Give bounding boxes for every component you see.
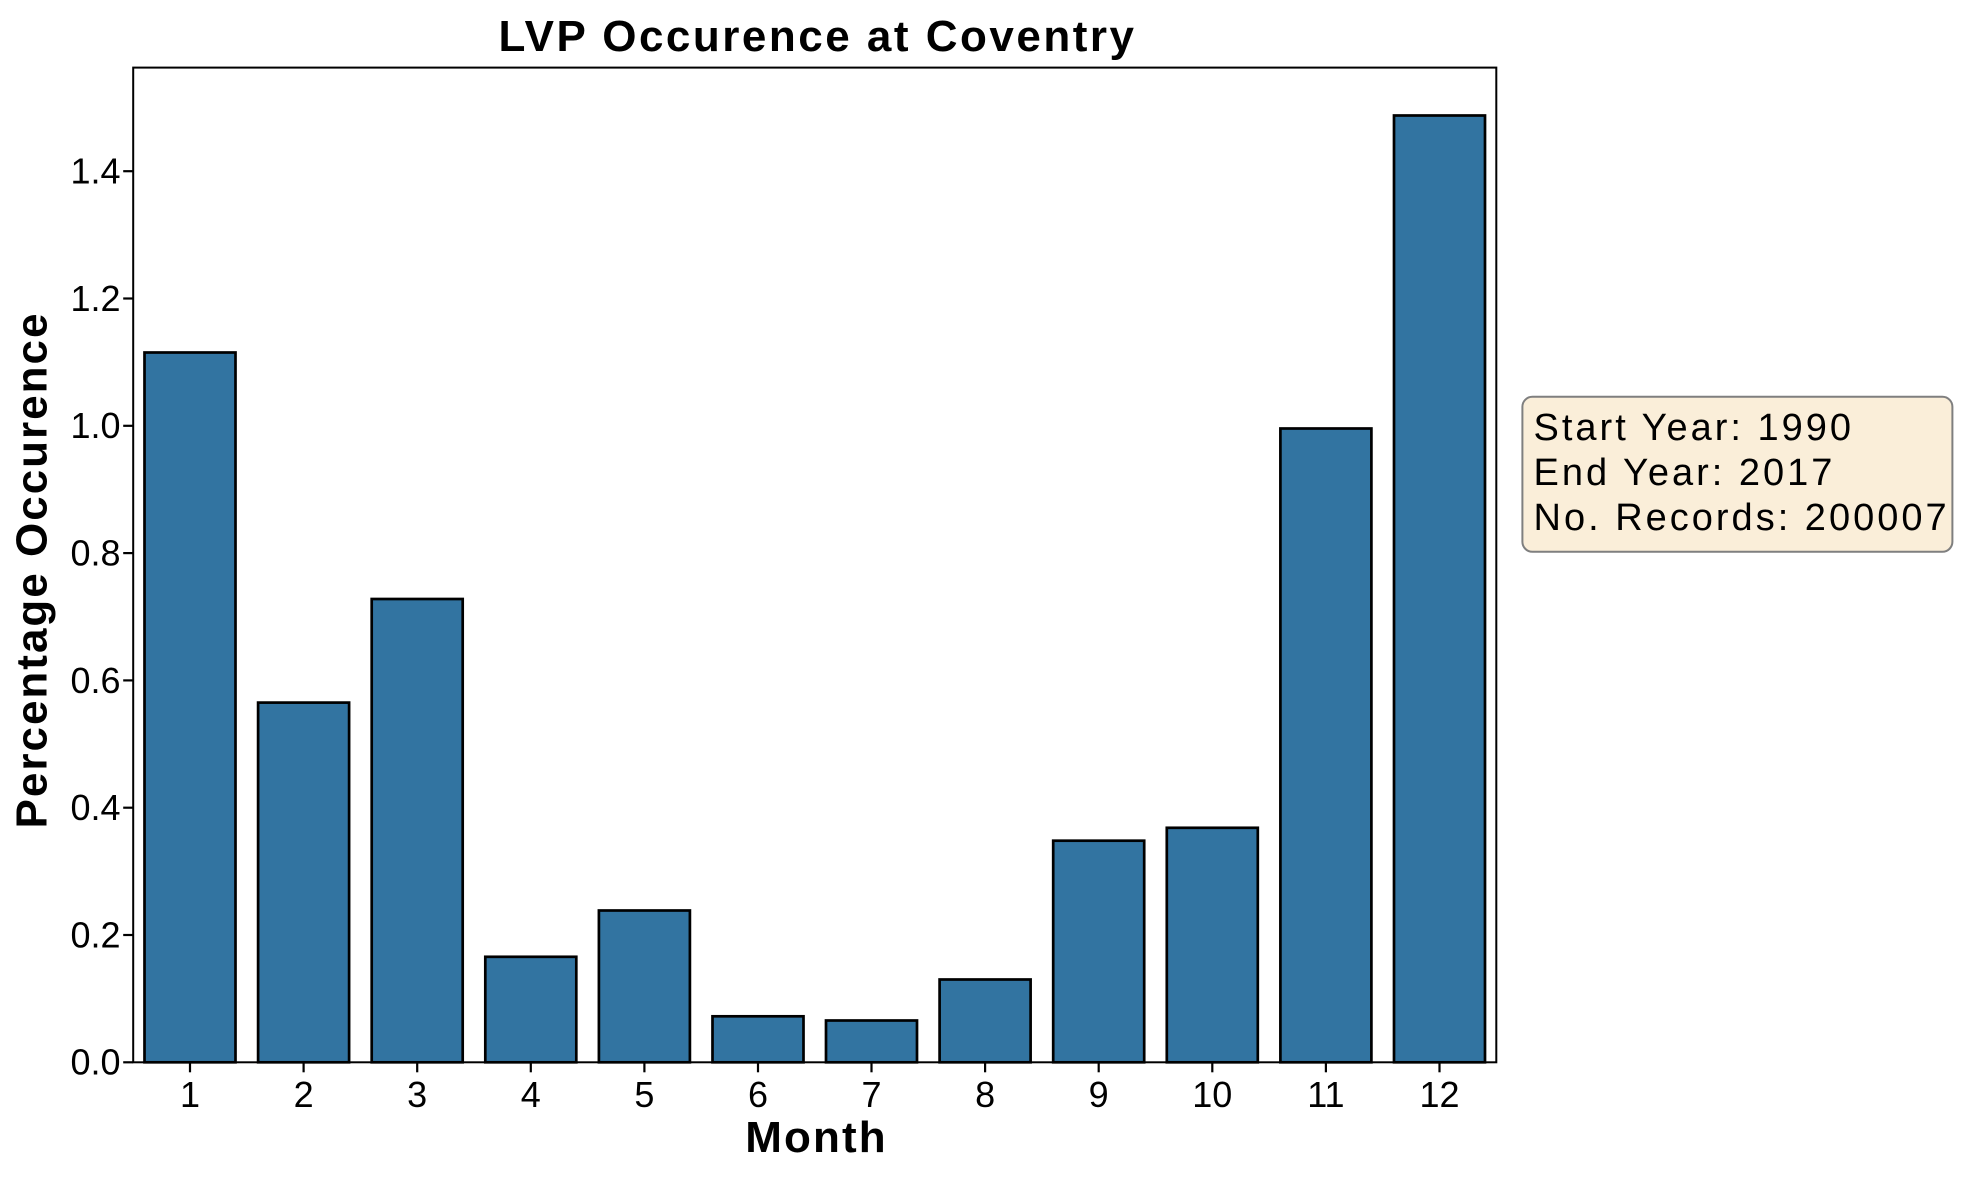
- svg-text:0.2: 0.2: [70, 914, 120, 955]
- svg-text:1.0: 1.0: [70, 405, 120, 446]
- svg-text:Percentage Occurence: Percentage Occurence: [8, 312, 57, 829]
- svg-text:10: 10: [1192, 1074, 1232, 1115]
- svg-text:3: 3: [407, 1074, 427, 1115]
- svg-text:2: 2: [294, 1074, 314, 1115]
- svg-text:1: 1: [180, 1074, 200, 1115]
- svg-text:LVP Occurence at Coventry: LVP Occurence at Coventry: [499, 12, 1137, 61]
- svg-text:Start Year: 1990: Start Year: 1990: [1534, 407, 1855, 449]
- svg-text:12: 12: [1419, 1074, 1459, 1115]
- svg-text:7: 7: [861, 1074, 881, 1115]
- svg-text:End Year: 2017: End Year: 2017: [1534, 452, 1836, 494]
- svg-text:Month: Month: [745, 1113, 887, 1162]
- svg-text:0.6: 0.6: [70, 660, 120, 701]
- svg-text:0.4: 0.4: [70, 787, 120, 828]
- svg-text:4: 4: [521, 1074, 541, 1115]
- svg-text:1.4: 1.4: [70, 151, 120, 192]
- svg-text:5: 5: [634, 1074, 654, 1115]
- svg-text:6: 6: [748, 1074, 768, 1115]
- svg-text:11: 11: [1307, 1074, 1344, 1115]
- svg-text:8: 8: [975, 1074, 995, 1115]
- svg-text:0.0: 0.0: [70, 1042, 120, 1083]
- svg-text:No. Records: 200007: No. Records: 200007: [1534, 497, 1950, 539]
- svg-text:1.2: 1.2: [70, 278, 120, 319]
- svg-text:9: 9: [1089, 1074, 1109, 1115]
- svg-text:0.8: 0.8: [70, 533, 120, 574]
